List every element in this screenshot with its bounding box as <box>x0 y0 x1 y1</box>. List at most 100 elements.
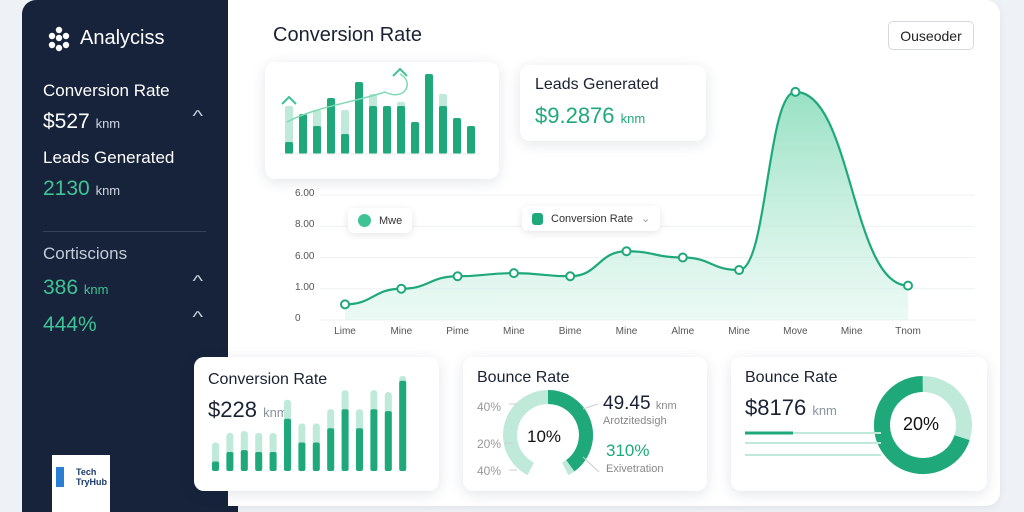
data-point <box>452 271 463 282</box>
x-tick-label: Alme <box>671 326 695 337</box>
x-tick-label: Mine <box>840 326 863 337</box>
divider <box>43 231 206 232</box>
stat-pct: 310% <box>606 441 650 460</box>
mini-bar-card <box>265 62 499 179</box>
data-point <box>508 268 519 279</box>
logo: Tech TryHub <box>52 455 110 512</box>
donut-value <box>874 376 970 474</box>
bar <box>399 380 407 471</box>
header-button[interactable]: Ouseoder <box>888 21 974 50</box>
card-title: Bounce Rate <box>477 369 570 386</box>
bar <box>341 134 349 154</box>
chevron-down-icon: ⌄ <box>640 213 651 225</box>
card-title: Conversion Rate <box>208 371 328 388</box>
bar <box>369 106 377 154</box>
series-dropdown[interactable]: Conversion Rate ⌄ <box>522 206 661 231</box>
donut-label: 40% <box>477 464 502 478</box>
donut-label: 20% <box>477 437 502 451</box>
x-tick-label: Tnom <box>895 326 921 337</box>
leads-card: Leads Generated $9.2876 knm <box>520 65 706 141</box>
y-tick-label: 0 <box>295 313 301 324</box>
bar <box>384 411 392 471</box>
bar <box>285 142 293 154</box>
x-tick-label: Lime <box>334 326 356 337</box>
chevron-up-icon[interactable]: ^ <box>192 108 204 125</box>
x-tick-label: Pime <box>446 326 469 337</box>
data-point <box>340 299 350 310</box>
stat-foot: Exivetration <box>606 463 664 475</box>
bar <box>327 428 335 471</box>
card-value: $8176 knm <box>745 395 837 420</box>
leader-line <box>582 403 599 410</box>
data-point <box>621 246 632 257</box>
dots-cluster-icon <box>46 26 70 52</box>
legend-dot-icon <box>358 214 371 227</box>
y-tick-label: 8.00 <box>295 219 315 231</box>
y-tick-label: 1.00 <box>295 281 315 293</box>
section-value: 386 knm <box>43 276 109 299</box>
card-value: $228 knm <box>208 397 288 422</box>
brand-name: Analyciss <box>80 27 165 49</box>
x-tick-label: Bime <box>558 326 582 337</box>
area-fill <box>345 91 908 320</box>
leader-line <box>582 456 600 473</box>
stat-value: 49.45 knm <box>603 393 677 414</box>
bar <box>356 428 363 471</box>
bar <box>298 442 306 471</box>
chevron-up-icon[interactable]: ^ <box>192 273 204 290</box>
bar <box>255 452 263 471</box>
x-tick-label: Mine <box>503 326 525 337</box>
trend-line <box>286 73 408 123</box>
bar-chart <box>212 376 407 471</box>
metric-value: 2130 knm <box>43 177 121 200</box>
data-point <box>903 280 913 291</box>
section-value: 444% <box>43 313 97 336</box>
legend-item[interactable]: Mwe <box>348 208 413 233</box>
data-point <box>396 283 407 294</box>
bar <box>411 122 419 154</box>
arrow-up-icon <box>281 95 297 105</box>
bar <box>439 106 447 154</box>
bounce-card-2: Bounce Rate $8176 knm 20% <box>731 357 987 491</box>
data-point <box>677 252 688 263</box>
card-title: Leads Generated <box>535 76 659 93</box>
metric-label: Leads Generated <box>43 148 175 167</box>
bar <box>226 452 234 471</box>
bar <box>425 74 433 154</box>
chevron-up-icon[interactable]: ^ <box>192 309 204 326</box>
bar <box>383 106 391 154</box>
bar <box>313 126 321 154</box>
bar <box>467 126 475 154</box>
stat-sub: Arotzitedsigh <box>603 415 667 427</box>
x-tick-label: Mine <box>615 326 638 337</box>
bar <box>269 452 277 471</box>
page-title: Conversion Rate <box>273 24 422 46</box>
metric-label: Conversion Rate <box>43 81 170 100</box>
bounce-card: Bounce Rate 40% 20% 40% 10% 49.45 knm Ar… <box>463 357 707 491</box>
card-title: Bounce Rate <box>745 369 838 386</box>
bar <box>212 461 219 471</box>
conversion-card: Conversion Rate $228 knm <box>194 357 439 491</box>
bar <box>312 442 320 471</box>
bar <box>284 418 291 471</box>
bar <box>240 450 248 471</box>
bar <box>341 409 349 471</box>
x-tick-label: Mine <box>728 326 750 337</box>
donut-center: 20% <box>903 414 940 434</box>
bar <box>453 118 461 154</box>
donut-center: 10% <box>527 427 562 446</box>
y-tick-label: 6.00 <box>295 188 315 199</box>
data-point <box>790 86 801 97</box>
donut-chart <box>503 390 600 476</box>
sidebar: Analyciss Conversion Rate $527 knm ^ Lea… <box>22 0 238 512</box>
arrow-up-icon <box>392 67 408 77</box>
bar <box>327 98 335 154</box>
bar <box>397 106 405 154</box>
legend-square-icon <box>532 212 543 225</box>
x-tick-label: Move <box>783 326 808 337</box>
metric-value: $527 knm <box>43 110 121 133</box>
data-point <box>565 271 576 282</box>
bar <box>299 114 307 154</box>
data-point <box>734 265 745 275</box>
